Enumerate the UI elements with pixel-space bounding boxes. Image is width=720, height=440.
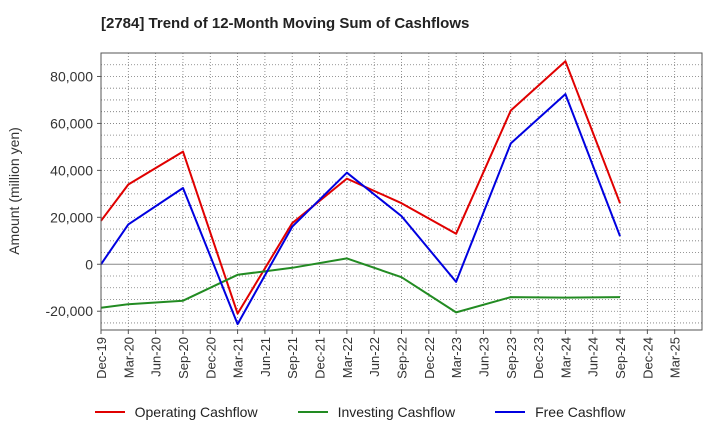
legend-swatch: [495, 411, 526, 413]
x-tick-label: Mar-22: [340, 337, 355, 378]
x-tick-label: Dec-19: [94, 337, 109, 379]
grid-layer: [101, 52, 702, 330]
y-tick-label: 60,000: [50, 115, 93, 131]
legend-label: Free Cashflow: [535, 404, 626, 420]
legend-swatch: [94, 411, 125, 413]
y-axis-label: Amount (million yen): [6, 127, 22, 255]
x-tick-label: Mar-21: [231, 337, 246, 378]
x-tick-label: Jun-21: [258, 337, 273, 377]
x-tick-label: Dec-22: [422, 337, 437, 379]
legend-item: Investing Cashflow: [297, 404, 456, 420]
legend-label: Investing Cashflow: [337, 404, 456, 420]
x-tick-label: Jun-22: [367, 337, 382, 377]
y-tick-label: 80,000: [50, 68, 93, 84]
x-tick-label: Dec-20: [203, 337, 218, 379]
x-tick-label: Mar-20: [121, 337, 136, 378]
legend-label: Operating Cashflow: [134, 404, 258, 420]
legend-item: Free Cashflow: [495, 404, 625, 420]
y-tick-label: -20,000: [46, 303, 94, 319]
chart-title: [2784] Trend of 12-Month Moving Sum of C…: [101, 15, 470, 32]
x-axis-ticks: Dec-19 Mar-20 Jun-20 Sep-20 Dec-20 Mar-21 Jun-…: [94, 330, 683, 379]
series-line-operating-cashflow: [100, 60, 621, 315]
x-tick-label: Jun-24: [586, 337, 601, 377]
y-tick-label: 20,000: [50, 209, 93, 225]
x-tick-label: Sep-22: [395, 337, 410, 379]
legend-item: Operating Cashflow: [94, 404, 258, 420]
x-tick-label: Sep-24: [613, 337, 628, 379]
x-tick-label: Jun-23: [476, 337, 491, 377]
x-tick-label: Sep-20: [176, 337, 191, 379]
legend-swatch: [297, 411, 328, 413]
x-tick-label: Dec-21: [313, 337, 328, 379]
legend: Operating Cashflow Investing Cashflow Free…: [0, 404, 720, 420]
series-layer: [100, 60, 621, 326]
x-tick-label: Mar-25: [668, 337, 683, 378]
x-tick-label: Sep-23: [504, 337, 519, 379]
y-tick-label: 40,000: [50, 162, 93, 178]
x-tick-label: Jun-20: [149, 337, 164, 377]
y-axis-ticks: -20,000 0 20,000 40,000 60,000 80,000: [46, 68, 101, 319]
x-tick-label: Mar-23: [449, 337, 464, 378]
series-line-free-cashflow: [100, 93, 621, 326]
y-tick-label: 0: [85, 256, 93, 272]
series-line-investing-cashflow: [100, 257, 621, 314]
x-tick-label: Sep-21: [285, 337, 300, 379]
x-tick-label: Dec-24: [640, 337, 655, 379]
x-tick-label: Mar-24: [558, 337, 573, 378]
x-tick-label: Dec-23: [531, 337, 546, 379]
